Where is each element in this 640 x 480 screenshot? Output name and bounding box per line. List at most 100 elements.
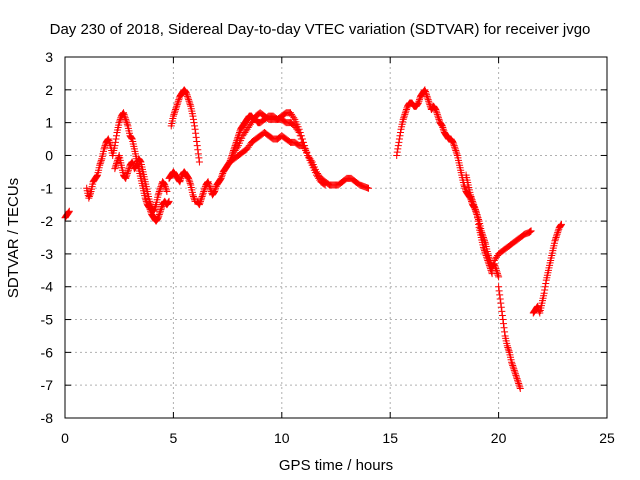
data-point — [395, 135, 403, 143]
data-point — [467, 192, 475, 200]
data-point — [86, 191, 94, 199]
y-tick-label: 1 — [45, 115, 53, 131]
data-point — [553, 230, 561, 238]
data-point — [514, 376, 522, 384]
data-point — [150, 206, 158, 214]
data-point — [399, 115, 407, 123]
data-point — [508, 358, 516, 366]
data-point — [474, 217, 482, 225]
data-point — [516, 384, 524, 392]
data-point — [486, 263, 494, 271]
data-point — [124, 166, 132, 174]
data-point — [514, 378, 522, 386]
data-point — [175, 96, 183, 104]
data-point — [172, 106, 180, 114]
data-point — [482, 250, 490, 258]
data-point — [64, 209, 72, 217]
data-point — [211, 186, 219, 194]
data-point — [183, 173, 191, 181]
y-tick-label: 0 — [45, 147, 53, 163]
data-point — [100, 145, 108, 153]
data-point — [155, 188, 163, 196]
data-point — [233, 143, 241, 151]
data-point — [190, 119, 198, 127]
data-point — [425, 97, 433, 105]
data-point — [184, 94, 192, 102]
data-point — [461, 184, 469, 192]
data-point — [176, 176, 184, 184]
data-point — [212, 184, 220, 192]
data-point — [556, 222, 564, 230]
data-point — [186, 178, 194, 186]
data-point — [497, 303, 505, 311]
data-point — [104, 135, 112, 143]
data-point — [512, 371, 520, 379]
data-point — [115, 119, 123, 127]
data-point — [511, 370, 519, 378]
data-point — [535, 307, 543, 315]
data-point — [157, 206, 165, 214]
data-point — [486, 265, 494, 273]
data-point — [169, 112, 177, 120]
series-L — [495, 283, 524, 392]
data-point — [422, 89, 430, 97]
data-point — [396, 128, 404, 136]
data-point — [424, 94, 432, 102]
data-point — [155, 189, 163, 197]
series-C — [111, 151, 171, 215]
data-point — [297, 132, 305, 140]
data-point — [393, 151, 401, 159]
y-axis-label: SDTVAR / TECUs — [5, 178, 22, 298]
data-point — [146, 199, 154, 207]
data-point — [197, 196, 205, 204]
data-point — [183, 91, 191, 99]
data-point — [173, 101, 181, 109]
data-point — [298, 135, 306, 143]
data-point — [541, 283, 549, 291]
data-point — [534, 302, 542, 310]
data-point — [96, 161, 104, 169]
data-point — [485, 260, 493, 268]
data-point — [499, 316, 507, 324]
data-point — [186, 99, 194, 107]
data-point — [470, 201, 478, 209]
data-point — [176, 178, 184, 186]
data-point — [111, 138, 119, 146]
data-point — [401, 109, 409, 117]
data-point — [174, 99, 182, 107]
series-H — [226, 128, 307, 166]
y-tick-label: 3 — [45, 49, 53, 65]
data-point — [112, 132, 120, 140]
data-point — [421, 86, 429, 94]
data-point — [473, 214, 481, 222]
data-point — [163, 188, 171, 196]
data-point — [303, 148, 311, 156]
data-point — [527, 227, 535, 235]
data-point — [296, 128, 304, 136]
data-point — [199, 191, 207, 199]
data-point — [510, 366, 518, 374]
data-point — [470, 202, 478, 210]
data-point — [120, 110, 128, 118]
data-point — [183, 92, 191, 100]
series-E — [167, 86, 203, 166]
data-point — [453, 150, 461, 158]
data-point — [86, 189, 94, 197]
data-point — [152, 202, 160, 210]
y-tick-label: -7 — [41, 377, 54, 393]
data-point — [480, 245, 488, 253]
data-point — [156, 186, 164, 194]
data-point — [438, 122, 446, 130]
data-point — [500, 324, 508, 332]
y-tick-label: -4 — [41, 279, 54, 295]
data-point — [432, 107, 440, 115]
data-point — [472, 209, 480, 217]
data-point — [487, 266, 495, 274]
data-point — [432, 106, 440, 114]
data-point — [290, 114, 298, 122]
data-point — [541, 286, 549, 294]
data-point — [115, 153, 123, 161]
data-point — [516, 383, 524, 391]
data-point — [111, 142, 119, 150]
data-point — [540, 289, 548, 297]
